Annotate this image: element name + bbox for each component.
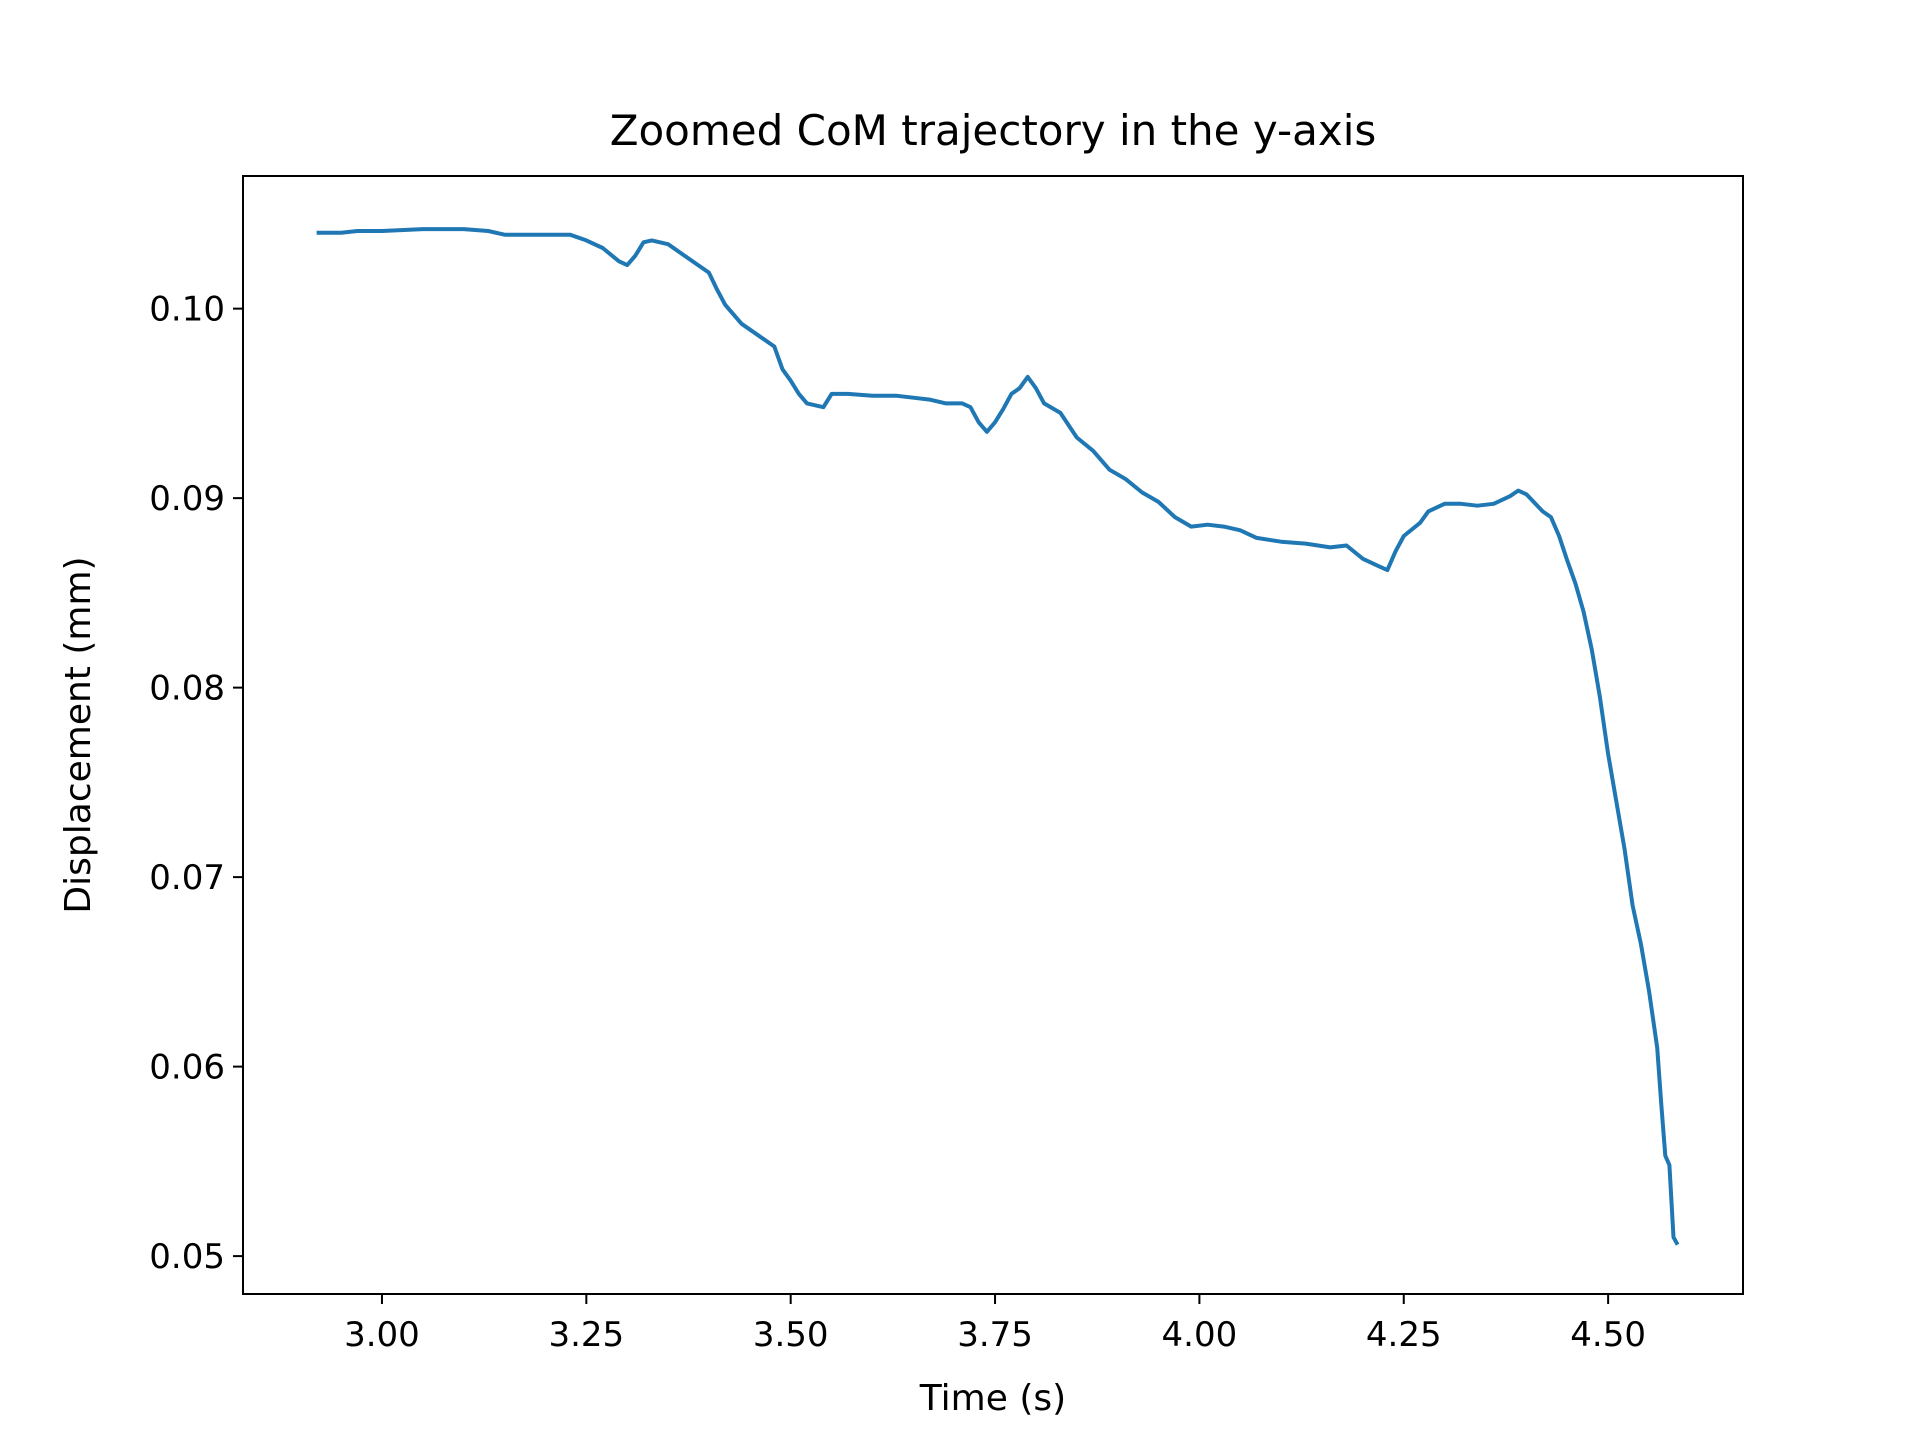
- chart-title: Zoomed CoM trajectory in the y-axis: [610, 106, 1377, 155]
- x-tick-label: 4.50: [1570, 1315, 1646, 1355]
- x-tick-label: 4.25: [1366, 1315, 1442, 1355]
- y-tick-label: 0.10: [149, 290, 225, 330]
- y-axis-label: Displacement (mm): [58, 556, 99, 913]
- x-tick-label: 3.50: [753, 1315, 829, 1355]
- y-tick-label: 0.07: [149, 858, 225, 898]
- y-tick-label: 0.06: [149, 1048, 225, 1088]
- x-tick-label: 3.75: [957, 1315, 1033, 1355]
- y-tick-label: 0.08: [149, 669, 225, 709]
- x-tick-label: 4.00: [1162, 1315, 1238, 1355]
- x-tick-label: 3.00: [344, 1315, 420, 1355]
- y-tick-label: 0.09: [149, 479, 225, 519]
- y-tick-label: 0.05: [149, 1237, 225, 1277]
- x-tick-label: 3.25: [548, 1315, 624, 1355]
- x-axis-label: Time (s): [919, 1378, 1066, 1419]
